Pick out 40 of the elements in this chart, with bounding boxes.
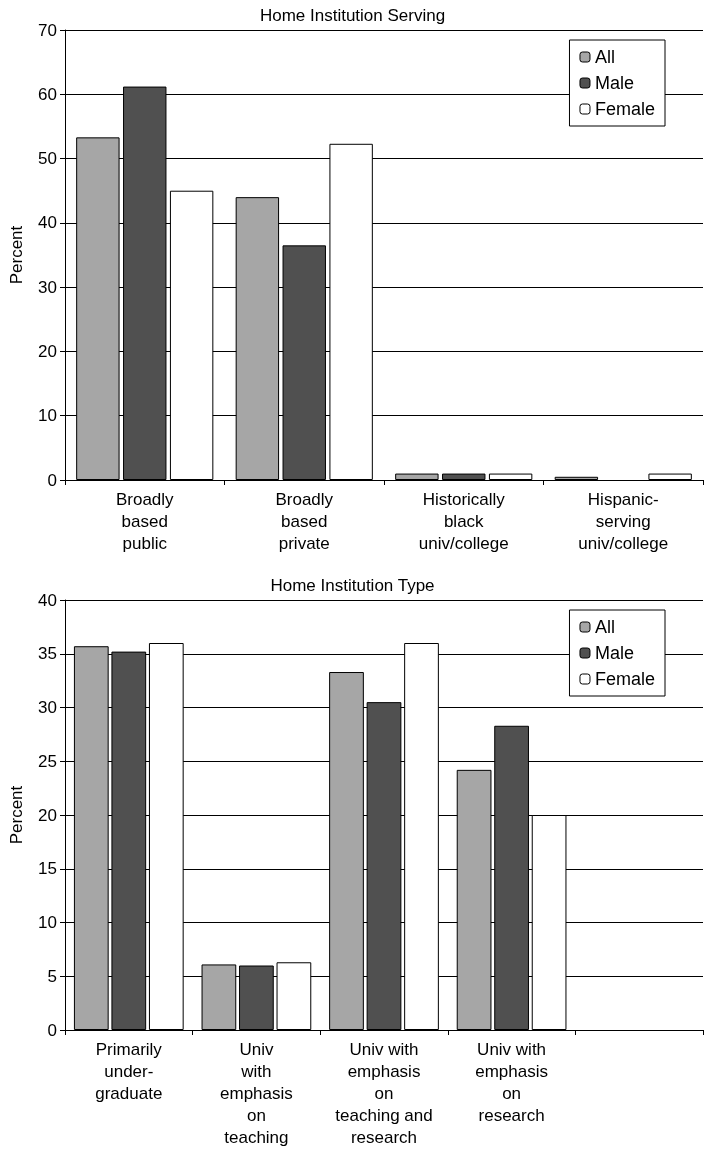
y-axis-title: Percent: [7, 225, 26, 285]
y-tick-label: 70: [38, 20, 57, 40]
legend-label: Male: [594, 643, 634, 663]
legend-label: Male: [594, 73, 634, 93]
y-tick-label: 5: [47, 966, 57, 986]
x-tick-label: Univ with emphasis on teaching and research: [335, 1039, 433, 1147]
y-tick-label: 60: [38, 84, 57, 104]
y-tick-label: 0: [47, 470, 57, 490]
legend-label: All: [594, 617, 615, 637]
y-tick-label: 10: [38, 913, 57, 932]
chart-title: Home Institution Type: [270, 576, 435, 595]
x-tick-label: Univ with emphasis on research: [475, 1039, 548, 1125]
bar: [554, 476, 599, 480]
x-tick-label: Broadly based private: [275, 489, 334, 553]
bar: [442, 473, 486, 480]
y-tick-label: 0: [47, 1020, 57, 1040]
y-tick-label: 40: [38, 213, 57, 233]
y-tick-label: 20: [38, 805, 57, 825]
bar: [395, 473, 439, 480]
bar: [648, 473, 692, 480]
legend-label: Female: [594, 669, 656, 689]
y-tick-label: 20: [38, 341, 57, 361]
x-tick-label: Hispanic- serving univ/college: [578, 489, 669, 553]
x-tick-label: Historically black univ/college: [418, 489, 509, 553]
legend-label: Female: [594, 99, 656, 119]
x-tick-label: Univ with emphasis on teaching: [220, 1039, 293, 1147]
y-tick-label: 30: [38, 277, 57, 297]
y-tick-label: 50: [38, 149, 57, 169]
bar: [488, 473, 533, 480]
x-tick-label: Primarily under- graduate: [95, 1039, 163, 1103]
y-tick-label: 15: [38, 859, 57, 879]
y-tick-label: 30: [38, 698, 57, 717]
y-tick-label: 25: [38, 751, 57, 771]
y-tick-label: 40: [38, 590, 57, 610]
y-axis-title: Percent: [7, 785, 26, 845]
x-tick-label: Broadly based public: [115, 489, 175, 553]
legend-label: All: [594, 47, 615, 67]
y-tick-label: 10: [38, 406, 57, 426]
chart-title: Home Institution Serving: [259, 6, 446, 25]
y-tick-label: 35: [38, 644, 57, 664]
